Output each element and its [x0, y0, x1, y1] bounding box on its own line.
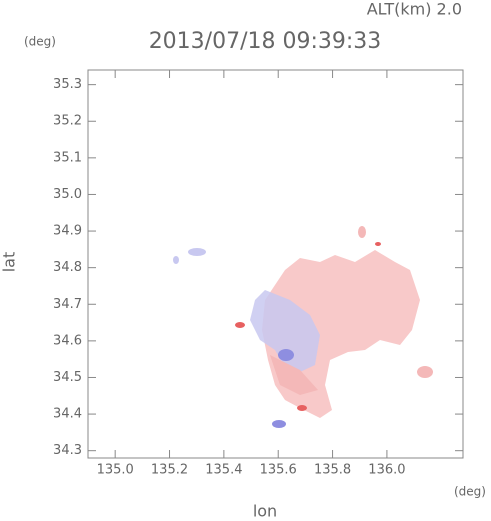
- y-unit: (deg): [24, 35, 56, 49]
- x-unit: (deg): [454, 485, 486, 499]
- echo-region: [272, 420, 286, 428]
- y-tick-label: 34.3: [53, 443, 82, 458]
- y-tick-label: 34.5: [53, 370, 82, 385]
- x-axis-label: lon: [253, 502, 277, 521]
- x-tick-label: 135.8: [314, 463, 351, 478]
- y-tick-label: 35.1: [53, 150, 82, 165]
- y-tick-label: 35.0: [53, 187, 82, 202]
- y-tick-label: 34.8: [53, 260, 82, 275]
- y-tick-label: 34.9: [53, 224, 82, 239]
- echo-region: [297, 405, 307, 411]
- plot-frame: [87, 69, 464, 459]
- y-tick-label: 35.2: [53, 114, 82, 129]
- echo-region: [250, 290, 320, 372]
- x-tick-label: 136.0: [368, 463, 405, 478]
- echo-region: [417, 366, 433, 378]
- echo-region: [235, 322, 245, 328]
- x-tick-label: 135.4: [205, 463, 242, 478]
- y-tick-label: 34.4: [53, 407, 82, 422]
- chart-title: 2013/07/18 09:39:33: [149, 29, 382, 54]
- y-tick-label: 35.3: [53, 77, 82, 92]
- echo-region: [358, 226, 366, 238]
- echo-field: [173, 226, 433, 428]
- y-tick-label: 34.6: [53, 333, 82, 348]
- echo-region: [173, 256, 179, 264]
- echo-region: [188, 248, 206, 256]
- y-tick-label: 34.7: [53, 297, 82, 312]
- echo-region: [375, 242, 381, 246]
- x-tick-label: 135.6: [260, 463, 297, 478]
- echo-region: [270, 355, 318, 395]
- x-tick-label: 135.2: [151, 463, 188, 478]
- subtitle: ALT(km) 2.0: [367, 0, 462, 19]
- x-tick-label: 135.0: [97, 463, 134, 478]
- echo-region: [278, 349, 294, 361]
- y-axis-label: lat: [0, 252, 19, 273]
